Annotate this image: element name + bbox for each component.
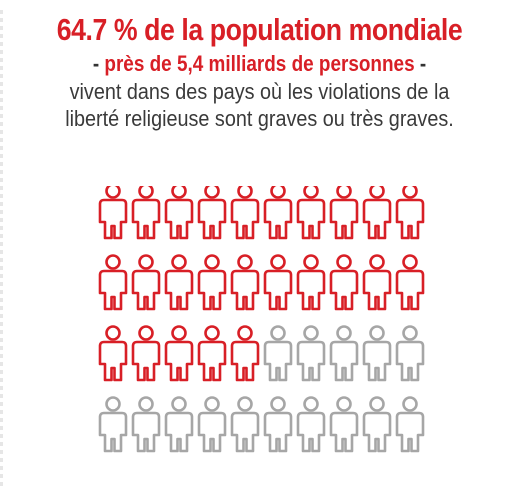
subheadline-dash-right: -: [419, 51, 427, 76]
person-outline-icon: [263, 396, 293, 453]
person-pictogram-grid: [96, 186, 426, 470]
person-outline-icon: [362, 254, 392, 311]
person-outline-icon: [164, 186, 194, 240]
person-outline-icon: [296, 186, 326, 240]
person-outline-icon: [329, 325, 359, 382]
person-outline-icon: [230, 325, 260, 382]
subheadline: - près de 5,4 milliards de personnes -: [36, 50, 482, 78]
person-outline-icon: [197, 325, 227, 382]
person-outline-icon: [230, 186, 260, 240]
person-outline-icon: [98, 186, 128, 240]
person-outline-icon: [395, 396, 425, 453]
person-outline-icon: [395, 186, 425, 240]
person-outline-icon: [362, 396, 392, 453]
person-outline-icon: [395, 325, 425, 382]
subheadline-dash-left: -: [92, 51, 100, 76]
person-outline-icon: [98, 325, 128, 382]
person-outline-icon: [230, 254, 260, 311]
headline: 64.7 % de la population mondiale: [56, 12, 463, 47]
body-line-2: liberté religieuse sont graves ou très g…: [65, 106, 454, 131]
person-outline-icon: [362, 186, 392, 240]
person-outline-icon: [131, 254, 161, 311]
person-outline-icon: [395, 254, 425, 311]
person-outline-icon: [296, 254, 326, 311]
person-outline-icon: [296, 396, 326, 453]
person-outline-icon: [362, 325, 392, 382]
person-outline-icon: [164, 325, 194, 382]
person-outline-icon: [197, 396, 227, 453]
person-outline-icon: [197, 186, 227, 240]
person-outline-icon: [164, 396, 194, 453]
subheadline-text: près de 5,4 milliards de personnes: [104, 51, 415, 76]
person-outline-icon: [131, 325, 161, 382]
pictogram-svg: [98, 186, 425, 453]
person-outline-icon: [131, 186, 161, 240]
person-outline-icon: [263, 186, 293, 240]
infographic-header: 64.7 % de la population mondiale - près …: [0, 12, 519, 132]
person-outline-icon: [329, 186, 359, 240]
person-outline-icon: [296, 325, 326, 382]
person-outline-icon: [263, 325, 293, 382]
person-outline-icon: [98, 396, 128, 453]
person-outline-icon: [329, 254, 359, 311]
person-outline-icon: [263, 254, 293, 311]
person-outline-icon: [197, 254, 227, 311]
person-outline-icon: [329, 396, 359, 453]
person-outline-icon: [98, 254, 128, 311]
person-outline-icon: [164, 254, 194, 311]
body-line-1: vivent dans des pays où les violations d…: [69, 79, 450, 104]
person-outline-icon: [230, 396, 260, 453]
person-outline-icon: [131, 396, 161, 453]
left-edge-decoration: [0, 10, 3, 490]
